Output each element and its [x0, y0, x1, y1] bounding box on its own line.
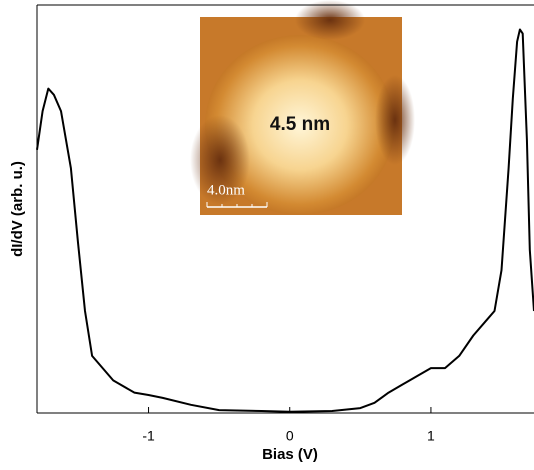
x-tick-label: 0	[286, 428, 294, 444]
chart: 4.5 nm 4.0nm Bias (V) dI/dV (arb. u.) -1…	[0, 0, 534, 470]
inset-label: 4.5 nm	[270, 114, 330, 135]
x-tick-label: -1	[142, 428, 155, 444]
scale-bar-label: 4.0nm	[207, 182, 245, 198]
y-axis-label: dI/dV (arb. u.)	[9, 161, 26, 257]
x-axis-label: Bias (V)	[262, 446, 318, 463]
x-tick-label: 1	[427, 428, 435, 444]
